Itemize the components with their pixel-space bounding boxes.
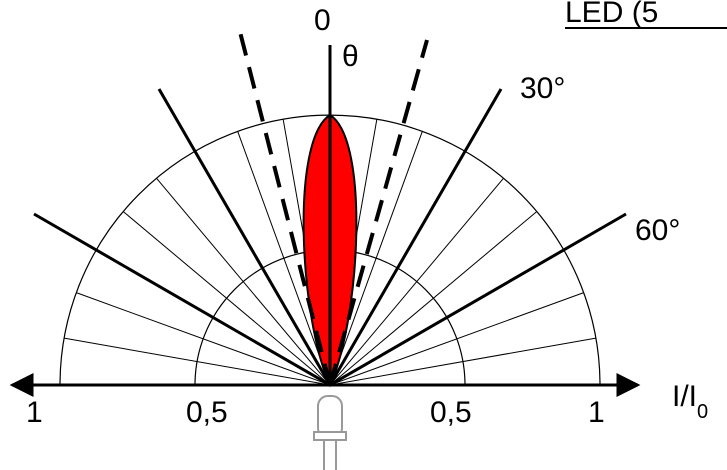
angle-label: 60° [635, 214, 680, 247]
intensity-label: I/I0 [672, 380, 708, 423]
theta-label: θ [342, 40, 359, 73]
title: LED (5 [565, 0, 658, 29]
scale-label: 1 [588, 396, 605, 429]
scale-label: 0,5 [186, 396, 228, 429]
zero-label: 0 [314, 4, 331, 37]
scale-label: 0,5 [430, 396, 472, 429]
scale-label: 1 [26, 396, 43, 429]
intensity-text: I/I [672, 380, 697, 413]
led-icon [314, 396, 346, 470]
angle-label: 30° [520, 72, 565, 105]
intensity-subscript: 0 [697, 401, 708, 423]
diagram: LED (5 0 θ 30° 60° 1 0,5 0,5 1 I/I0 [0, 0, 727, 470]
